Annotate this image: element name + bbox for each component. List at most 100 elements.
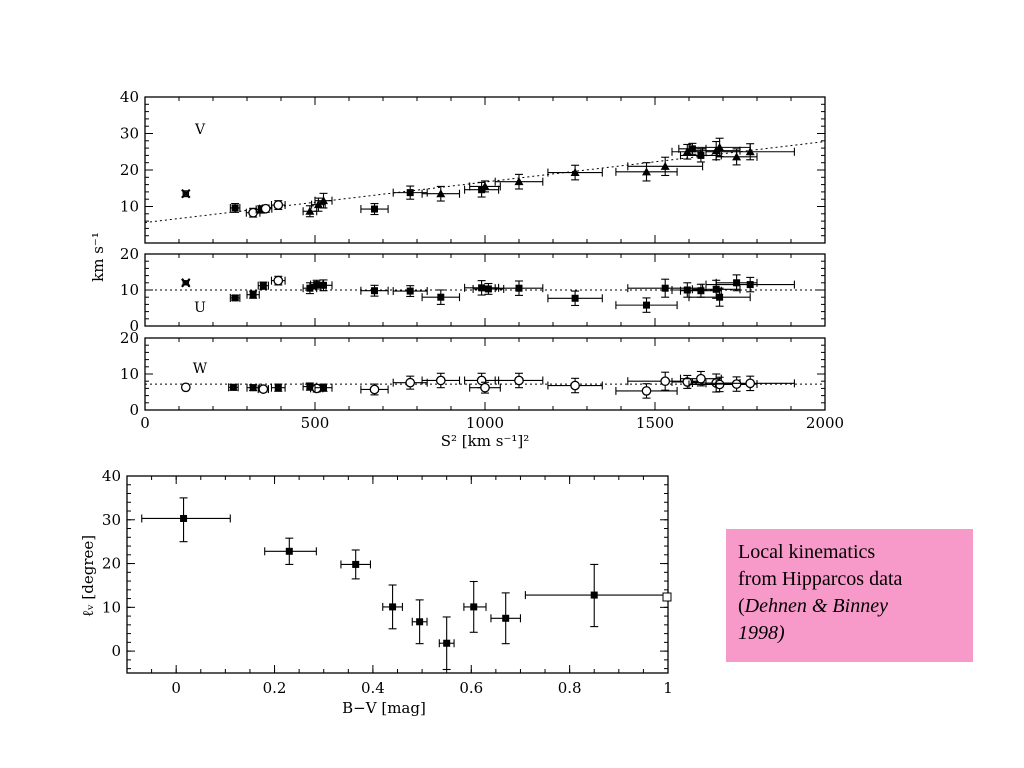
point-marker <box>480 181 490 190</box>
point-marker <box>405 377 416 388</box>
data-point <box>715 376 758 392</box>
panel-w: 0 10 20 W 0 500 1000 1500 2000 <box>120 329 844 432</box>
point-marker <box>715 142 725 151</box>
data-point <box>392 375 428 390</box>
data-point <box>246 290 260 299</box>
point-marker <box>231 294 239 302</box>
y-tick-label: 10 <box>120 198 139 216</box>
panel-label-u: U <box>194 300 206 316</box>
x-tick-label: 0 <box>171 679 181 697</box>
y-tick-label: 30 <box>102 511 121 529</box>
x-tick-label: 2000 <box>806 414 844 432</box>
point-marker <box>273 275 284 286</box>
data-point <box>438 616 455 671</box>
data-point <box>141 497 231 543</box>
data-point <box>421 289 461 305</box>
data-point <box>421 372 461 389</box>
y-axis-label-lv: ℓᵥ [degree] <box>79 535 97 617</box>
data-point <box>270 275 286 286</box>
point-marker <box>274 384 282 392</box>
data-point <box>229 293 241 302</box>
caption-year: 1998) <box>738 622 785 644</box>
data-point <box>259 203 273 214</box>
data-point <box>671 143 704 160</box>
point-marker <box>661 284 669 292</box>
point-marker <box>389 603 397 611</box>
data-point <box>715 148 758 166</box>
data-point <box>615 297 678 313</box>
point-marker <box>641 386 652 396</box>
point-marker <box>478 284 486 292</box>
point-marker <box>642 167 651 176</box>
point-marker <box>249 384 257 392</box>
data-point <box>615 162 678 182</box>
point-marker <box>716 293 724 301</box>
point-marker <box>683 286 691 294</box>
data-point <box>257 281 269 290</box>
data-point <box>314 192 333 209</box>
point-marker <box>258 384 269 394</box>
point-marker <box>313 281 321 289</box>
caption-line-3: (Dehnen & Binney <box>738 593 963 620</box>
data-point <box>181 278 191 288</box>
data-point <box>257 384 269 394</box>
data-point <box>627 156 704 177</box>
point-marker <box>590 591 598 599</box>
point-marker <box>306 284 314 292</box>
point-marker <box>435 375 446 386</box>
x-tick-label: 0.6 <box>459 679 483 697</box>
y-tick-label: 0 <box>129 317 139 335</box>
y-tick-label: 40 <box>120 88 139 106</box>
x-tick-label: 1 <box>663 679 673 697</box>
data-point <box>302 282 318 295</box>
point-marker <box>696 373 706 384</box>
point-marker <box>259 282 267 290</box>
point-marker <box>260 203 271 214</box>
point-marker <box>371 287 378 295</box>
data-point <box>360 203 389 216</box>
point-marker <box>643 301 650 309</box>
point-marker <box>514 177 524 186</box>
point-marker <box>733 279 741 287</box>
y-tick-label: 10 <box>120 281 139 299</box>
data-point <box>180 382 191 393</box>
point-marker <box>320 384 327 392</box>
point-marker <box>180 382 191 393</box>
data-point <box>382 584 403 630</box>
data-point <box>340 549 372 580</box>
x-tick-label: 1500 <box>636 414 674 432</box>
x-tick-label: 0.2 <box>263 679 287 697</box>
point-marker <box>313 200 323 209</box>
data-point <box>392 185 428 200</box>
point-marker <box>660 376 671 387</box>
point-marker <box>369 384 380 395</box>
point-marker <box>416 618 424 626</box>
point-marker <box>320 281 327 289</box>
point-marker <box>480 382 490 393</box>
point-marker <box>470 603 478 611</box>
y-tick-label: 40 <box>102 467 121 485</box>
x-tick-label: 0 <box>140 414 150 432</box>
data-point <box>228 383 239 392</box>
point-marker <box>406 189 414 197</box>
point-marker <box>443 639 451 647</box>
data-point <box>181 189 191 199</box>
panel-label-v: V <box>194 122 206 138</box>
data-point <box>421 185 461 202</box>
data-point <box>627 278 704 298</box>
point-marker <box>305 206 315 215</box>
x-tick-label: 500 <box>301 414 330 432</box>
caption-authors: Dehnen & Binney <box>744 595 888 617</box>
panel-u: 0 10 20 U <box>120 245 826 335</box>
x-axis-label-s2: S² [km s⁻¹]² <box>441 432 529 450</box>
panel-v: 10 20 30 40 V <box>120 88 826 244</box>
y-tick-label: 10 <box>102 598 121 616</box>
point-marker <box>697 151 705 159</box>
axes-frame <box>126 475 669 674</box>
point-marker <box>570 168 580 177</box>
x-tick-label: 1000 <box>466 414 504 432</box>
data-point <box>270 383 286 392</box>
y-tick-label: 0 <box>129 401 139 419</box>
data-point <box>463 580 487 633</box>
point-marker <box>745 378 756 389</box>
